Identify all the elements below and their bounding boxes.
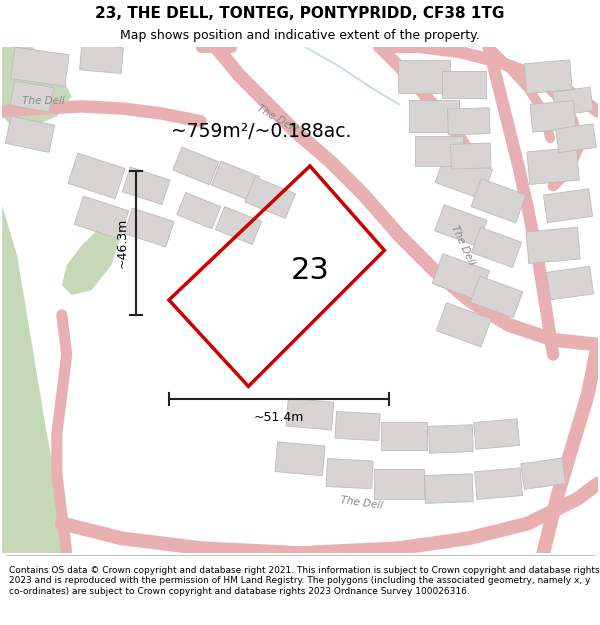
Polygon shape — [547, 266, 593, 300]
Polygon shape — [415, 136, 463, 166]
Polygon shape — [527, 148, 579, 184]
Polygon shape — [398, 60, 450, 93]
Polygon shape — [428, 425, 473, 453]
Text: The Dell: The Dell — [22, 96, 65, 106]
Text: 23: 23 — [290, 256, 329, 285]
Polygon shape — [5, 116, 55, 152]
Polygon shape — [2, 47, 71, 553]
Text: The Dell: The Dell — [340, 496, 383, 511]
Polygon shape — [10, 81, 53, 112]
Polygon shape — [382, 422, 427, 450]
Polygon shape — [553, 87, 593, 116]
Polygon shape — [122, 167, 170, 204]
Polygon shape — [286, 398, 334, 430]
Polygon shape — [335, 411, 380, 441]
Polygon shape — [374, 469, 424, 499]
Polygon shape — [275, 442, 325, 476]
Polygon shape — [521, 458, 566, 489]
Polygon shape — [448, 107, 490, 135]
Polygon shape — [451, 143, 491, 169]
Polygon shape — [436, 302, 491, 347]
Text: 23, THE DELL, TONTEG, PONTYPRIDD, CF38 1TG: 23, THE DELL, TONTEG, PONTYPRIDD, CF38 1… — [95, 6, 505, 21]
Polygon shape — [435, 152, 493, 199]
Polygon shape — [11, 48, 69, 86]
Polygon shape — [409, 101, 459, 132]
Polygon shape — [472, 228, 521, 268]
Polygon shape — [62, 216, 121, 295]
Polygon shape — [211, 161, 260, 201]
Polygon shape — [80, 44, 124, 74]
Polygon shape — [470, 276, 523, 318]
Polygon shape — [473, 419, 520, 449]
Text: The Dell: The Dell — [449, 224, 476, 267]
Polygon shape — [74, 196, 129, 239]
Polygon shape — [526, 228, 580, 264]
Polygon shape — [556, 124, 596, 152]
Polygon shape — [245, 177, 295, 218]
Polygon shape — [177, 192, 221, 229]
Polygon shape — [425, 474, 473, 503]
Polygon shape — [2, 47, 71, 126]
Polygon shape — [544, 189, 593, 222]
Polygon shape — [442, 71, 485, 99]
Polygon shape — [432, 254, 490, 301]
Text: Map shows position and indicative extent of the property.: Map shows position and indicative extent… — [120, 29, 480, 42]
Polygon shape — [124, 208, 174, 247]
Text: ~51.4m: ~51.4m — [254, 411, 304, 424]
Polygon shape — [524, 60, 572, 94]
Polygon shape — [215, 207, 262, 244]
Polygon shape — [326, 459, 373, 489]
Polygon shape — [173, 147, 219, 185]
Polygon shape — [68, 153, 125, 199]
Text: The Deℓℓ: The Deℓℓ — [256, 102, 300, 134]
Text: ~759m²/~0.188ac.: ~759m²/~0.188ac. — [171, 122, 352, 141]
Polygon shape — [475, 468, 523, 499]
Text: ~46.3m: ~46.3m — [116, 217, 129, 268]
Polygon shape — [471, 179, 526, 223]
Text: Contains OS data © Crown copyright and database right 2021. This information is : Contains OS data © Crown copyright and d… — [9, 566, 599, 596]
Polygon shape — [530, 101, 576, 132]
Polygon shape — [434, 204, 487, 246]
